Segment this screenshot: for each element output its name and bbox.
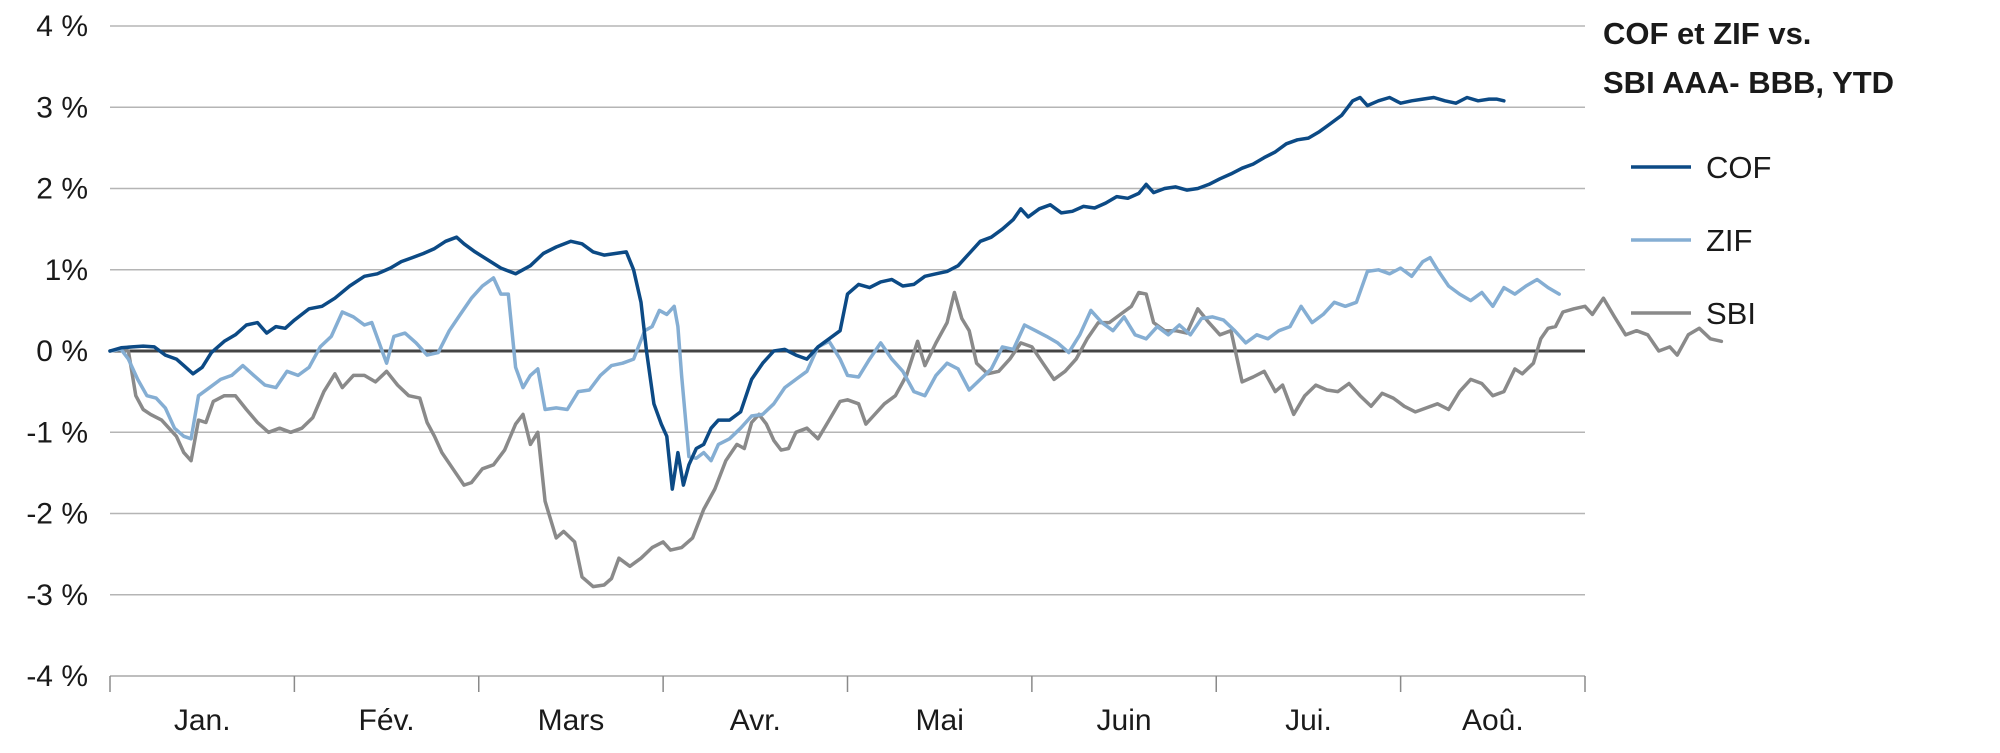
- x-tick-label-avr: Avr.: [730, 704, 781, 737]
- chart-title-line-2: SBI AAA- BBB, YTD: [1603, 65, 1894, 100]
- x-axis: Jan. Fév. Mars Avr. Mai Juin Jui. Aoû.: [109, 675, 1586, 737]
- legend-label-cof: COF: [1706, 150, 1771, 185]
- y-tick-label: 0 %: [36, 335, 88, 368]
- legend-item-cof: COF: [1631, 150, 1771, 185]
- x-tick-label-mai: Mai: [916, 704, 964, 737]
- series-lines: [108, 95, 1724, 589]
- grid-lines: [110, 25, 1585, 677]
- legend-item-zif: ZIF: [1631, 223, 1753, 258]
- chart-title-line-1: COF et ZIF vs.: [1603, 16, 1811, 51]
- x-tick-label-fev: Fév.: [359, 704, 415, 737]
- y-tick-label: -2 %: [26, 498, 88, 531]
- legend-label-sbi: SBI: [1706, 296, 1756, 331]
- series-line-zif: [108, 255, 1561, 463]
- y-tick-label: 2 %: [36, 173, 88, 206]
- y-tick-label: 1%: [45, 254, 88, 287]
- x-tick-label-jui: Jui.: [1285, 704, 1332, 737]
- y-tick-label: -3 %: [26, 579, 88, 612]
- y-tick-label: -1 %: [26, 416, 88, 449]
- series-line-cof: [108, 95, 1506, 491]
- x-tick-label-jan: Jan.: [174, 704, 231, 737]
- legend-label-zif: ZIF: [1706, 223, 1753, 258]
- legend: COF ZIF SBI: [1631, 150, 1771, 331]
- y-axis-tick-labels: 4 % 3 % 2 % 1% 0 % -1 % -2 % -3 % -4 %: [26, 10, 88, 693]
- y-tick-label: 3 %: [36, 91, 88, 124]
- x-tick-label-juin: Juin: [1097, 704, 1152, 737]
- legend-item-sbi: SBI: [1631, 296, 1756, 331]
- x-tick-label-aou: Aoû.: [1462, 704, 1524, 737]
- y-tick-label: 4 %: [36, 10, 88, 43]
- y-tick-label: -4 %: [26, 660, 88, 693]
- chart-title: COF et ZIF vs. SBI AAA- BBB, YTD: [1603, 16, 1894, 100]
- x-tick-label-mars: Mars: [538, 704, 605, 737]
- series-line-sbi: [108, 290, 1724, 589]
